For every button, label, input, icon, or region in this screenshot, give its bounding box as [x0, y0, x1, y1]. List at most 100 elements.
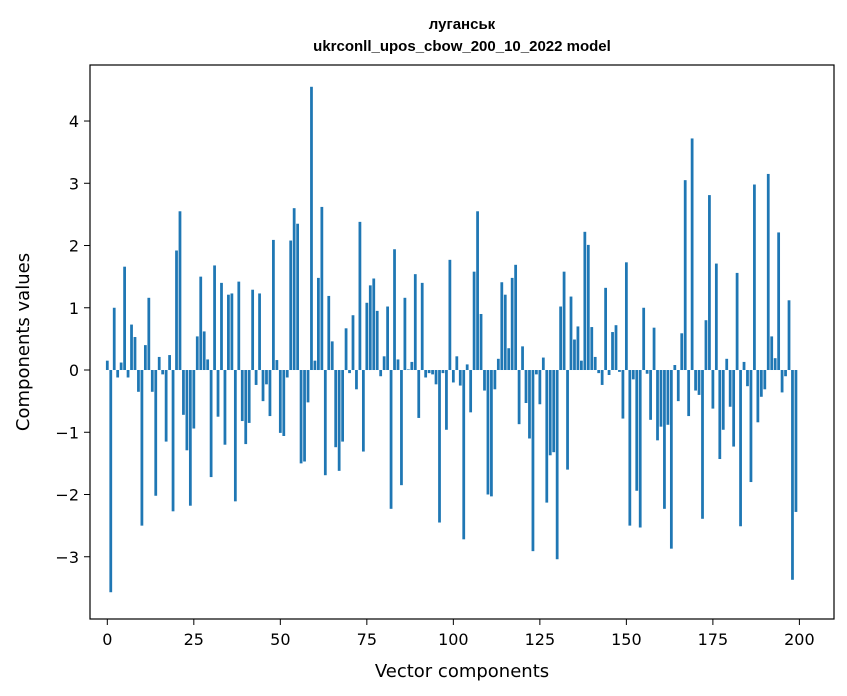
bar [109, 370, 113, 593]
bar [472, 271, 476, 371]
bar [275, 360, 279, 371]
bar [299, 370, 303, 464]
bar [389, 370, 393, 509]
bar [780, 370, 784, 393]
bar [718, 370, 722, 460]
bar [535, 370, 538, 375]
y-tick-label: −1 [55, 423, 79, 442]
bar [178, 211, 182, 371]
bar [493, 370, 497, 390]
bar [112, 307, 116, 371]
bar [330, 341, 334, 371]
bar [247, 370, 251, 423]
bar [240, 370, 244, 422]
bar [514, 264, 518, 371]
bar [697, 370, 701, 395]
bar [725, 358, 729, 371]
bar [483, 370, 486, 391]
bar [791, 370, 794, 580]
bar [566, 370, 569, 470]
bar [289, 240, 293, 371]
bar [694, 370, 697, 391]
bar [317, 277, 320, 371]
bar [690, 138, 694, 371]
bar [503, 294, 507, 371]
bar [272, 239, 275, 371]
bar [559, 306, 563, 371]
bar [233, 370, 237, 502]
bar [379, 370, 383, 377]
bar [721, 370, 725, 430]
bar [611, 332, 614, 371]
bar [227, 294, 230, 371]
bar [465, 364, 469, 371]
bar [552, 370, 556, 453]
y-tick-label: −3 [55, 548, 79, 567]
bar [406, 369, 410, 371]
bar [649, 370, 652, 420]
bar [638, 370, 642, 528]
bar [265, 370, 268, 385]
bar [604, 287, 607, 371]
bar [358, 221, 362, 371]
y-tick-label: 0 [69, 361, 79, 380]
x-tick-label: 75 [357, 630, 377, 649]
bar [268, 370, 272, 417]
bar [735, 272, 739, 371]
bar [618, 370, 621, 372]
x-tick-label: 0 [102, 630, 112, 649]
bar [541, 357, 545, 371]
bar [524, 370, 528, 403]
y-tick-label: −2 [55, 486, 79, 505]
bar [607, 370, 611, 375]
bar [614, 325, 618, 371]
bar [168, 355, 171, 371]
bar [282, 370, 286, 436]
bar [642, 307, 646, 371]
bar [573, 339, 576, 371]
bar [766, 173, 770, 371]
bar [739, 370, 742, 527]
bar [206, 359, 210, 371]
bar [756, 370, 760, 423]
bar [663, 370, 666, 509]
bar [161, 370, 165, 375]
bar [431, 370, 434, 375]
bar [403, 297, 407, 371]
bar [258, 293, 261, 371]
bar [753, 184, 756, 371]
chart-title: луганськ [429, 16, 496, 33]
bar [545, 370, 549, 503]
bar [652, 327, 656, 371]
bar [199, 276, 203, 371]
bar [787, 300, 791, 371]
bar [528, 370, 531, 439]
bar [749, 370, 753, 483]
bar [372, 278, 376, 371]
bar [746, 370, 749, 387]
bar [344, 328, 348, 371]
bar [213, 265, 216, 371]
bar [496, 358, 500, 371]
bar [676, 370, 680, 402]
bar [763, 370, 767, 390]
x-axis-label: Vector components [375, 661, 549, 682]
bar [462, 370, 466, 540]
bar [458, 370, 462, 386]
bar [365, 302, 369, 371]
bar [361, 370, 365, 452]
bar [400, 370, 403, 486]
bar [237, 281, 241, 371]
bar [507, 348, 511, 371]
bar [185, 370, 189, 451]
bar [438, 370, 441, 523]
bar [251, 289, 255, 371]
plot-area-frame [89, 64, 835, 620]
bar [728, 370, 732, 407]
bar [223, 370, 227, 445]
bar [348, 370, 351, 374]
bar [455, 356, 459, 371]
bar [701, 370, 704, 519]
bar [538, 370, 542, 405]
bar [704, 320, 708, 371]
